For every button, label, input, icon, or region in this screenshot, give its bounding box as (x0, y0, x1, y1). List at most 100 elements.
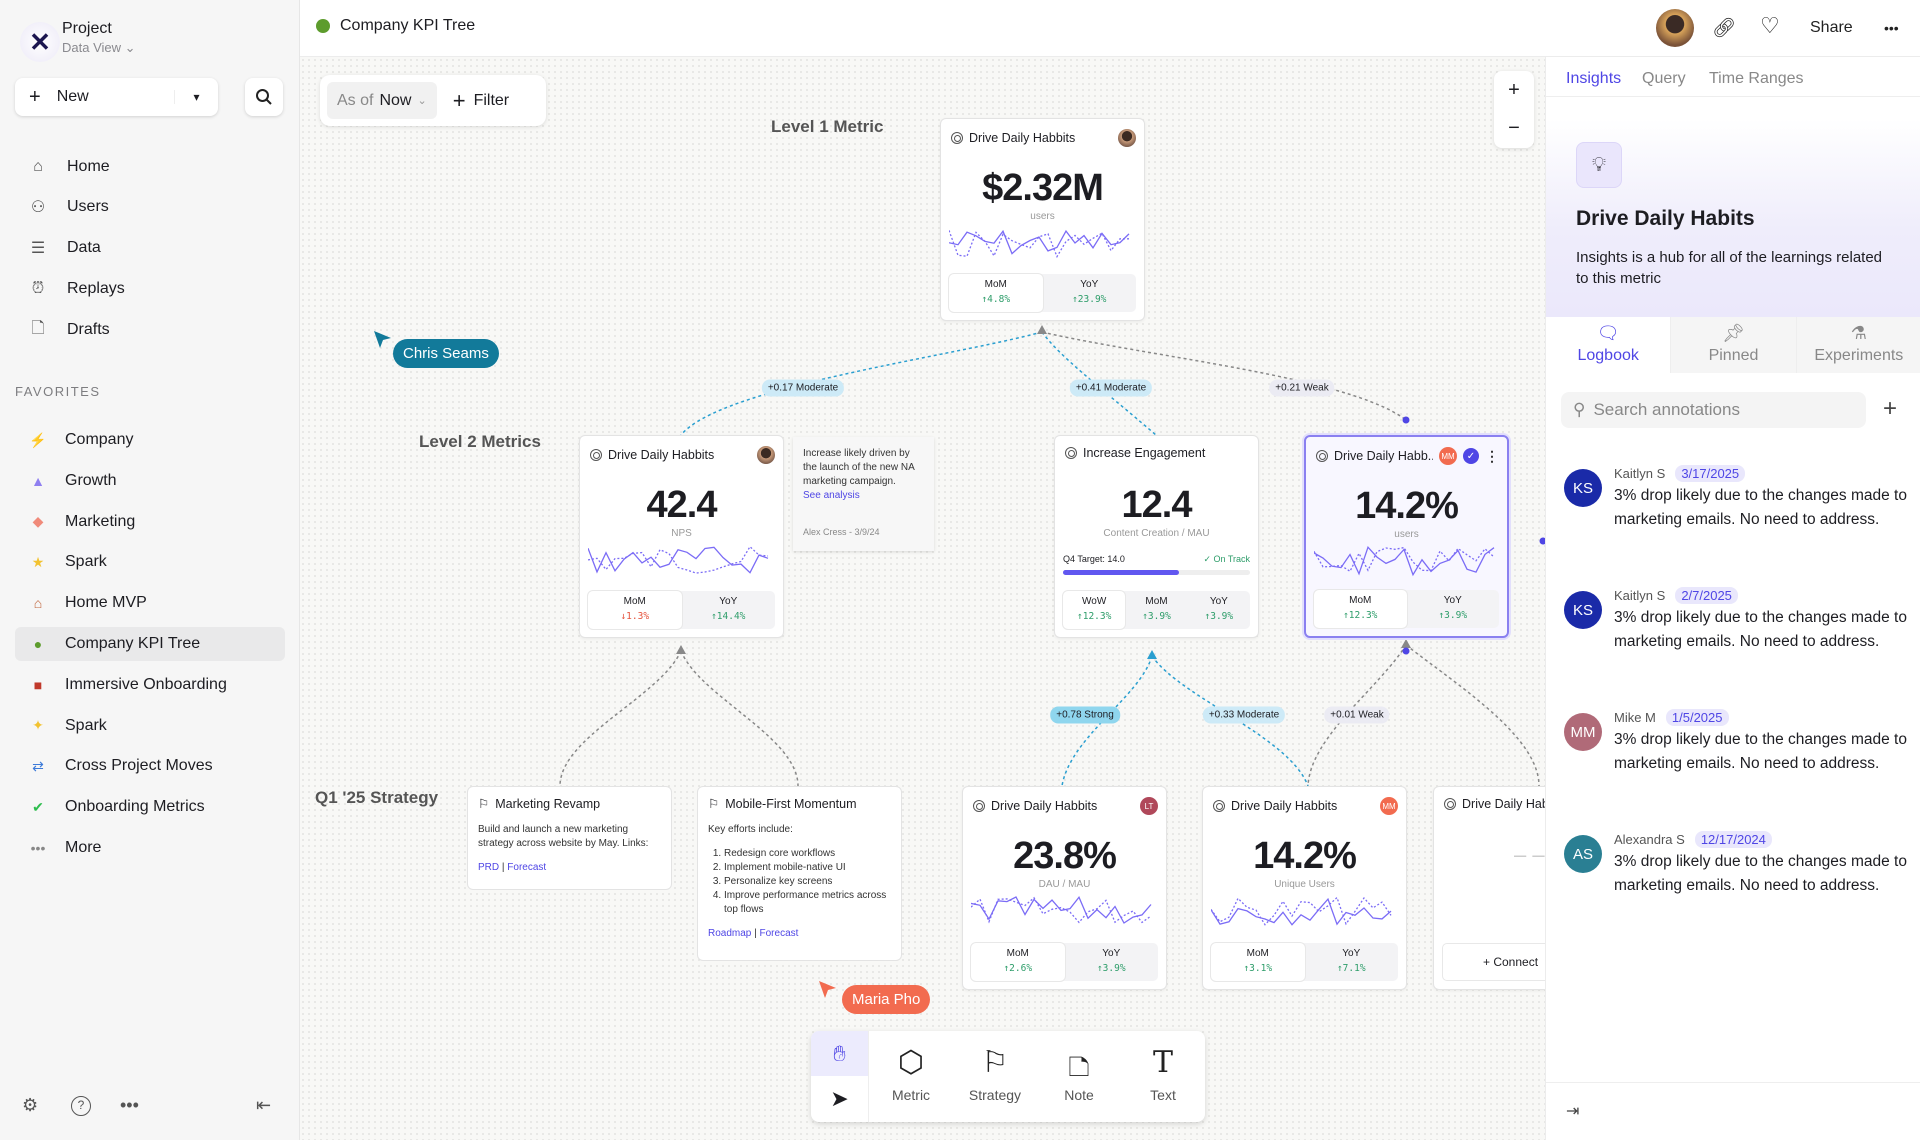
as-of-label: As of (337, 91, 374, 109)
flag-icon: ⚐ (981, 1046, 1009, 1079)
sparkline (588, 545, 769, 574)
chevron-down-icon[interactable]: ▾ (174, 90, 218, 104)
forecast-link[interactable]: Forecast (759, 928, 799, 939)
strategy-tool[interactable]: ⚐ Strategy (953, 1031, 1037, 1122)
search-placeholder: Search annotations (1593, 400, 1740, 419)
connection-handle[interactable] (1539, 537, 1546, 545)
sidebar-item-drafts[interactable]: 🗋︎ Drafts (15, 313, 285, 347)
correlation-label[interactable]: +0.17 Moderate (761, 379, 845, 397)
connection-handle[interactable] (1402, 647, 1410, 655)
tab-insights[interactable]: Insights (1566, 70, 1622, 101)
annotation-item[interactable]: KS Kaitlyn S 3/17/2025 3% drop likely due t… (1564, 465, 1909, 532)
sidebar-item-data[interactable]: ☰ Data (15, 231, 285, 265)
metric-card[interactable]: Drive Daily Habb.. MM ✓ ⋮ 14.2% users MoM ↑12.3… (1304, 435, 1509, 638)
hand-tool-icon[interactable]: ✋︎ (811, 1031, 868, 1076)
sidebar-item-home[interactable]: ⌂ Home (15, 150, 285, 184)
strategy-card[interactable]: ⚐ Marketing Revamp Build and launch a new… (467, 786, 672, 890)
metric-card[interactable]: Increase Engagement 12.4 Content Creation … (1054, 435, 1259, 638)
filter-button[interactable]: + Filter (453, 88, 509, 114)
sidebar-favorite-spark[interactable]: ✦ Spark (15, 709, 285, 743)
settings-icon[interactable]: ⚙ (22, 1095, 39, 1115)
connection-handle[interactable] (1402, 416, 1410, 424)
zoom-controls: + − (1494, 71, 1534, 148)
sidebar-favorite-company[interactable]: ⚡ Company (15, 423, 285, 457)
metric-card-partial[interactable]: Drive Daily Hab – – + Connect (1433, 786, 1545, 990)
zoom-out-button[interactable]: − (1508, 117, 1520, 139)
tab-logbook[interactable]: 🗨︎ Logbook (1546, 317, 1671, 373)
metric-card[interactable]: Drive Daily Habbits 42.4 NPS MoM ↓1.3% YoY ↑14… (579, 435, 784, 638)
sidebar-favorite-more[interactable]: ••• More (15, 831, 285, 865)
expand-panel-icon[interactable]: ⇥ (1566, 1103, 1580, 1120)
note-tool[interactable]: 🗅︎ Note (1037, 1031, 1121, 1122)
search-annotations-input[interactable]: ⚲ Search annotations (1561, 392, 1866, 428)
annotation-item[interactable]: AS Alexandra S 12/17/2024 3% drop likely du… (1564, 831, 1909, 898)
sidebar-favorite-marketing[interactable]: ◆ Marketing (15, 505, 285, 539)
page-title: Company KPI Tree (316, 17, 475, 35)
see-analysis-link[interactable]: See analysis (803, 490, 860, 501)
strategy-list: Redesign core workflows Implement mobile… (724, 847, 891, 917)
metric-tool[interactable]: ⬡ Metric (869, 1031, 953, 1122)
tool-label: Strategy (968, 1087, 1022, 1103)
sidebar-favorite-company-kpi-tree[interactable]: ● Company KPI Tree (15, 627, 285, 661)
view-name: Data View (62, 40, 122, 55)
pointer-tool-icon[interactable]: ➤︎ (830, 1085, 849, 1111)
as-of-select[interactable]: As of Now ⌄ (327, 82, 437, 119)
more-icon[interactable]: ••• (1884, 20, 1899, 36)
annotation-text: 3% drop likely due to the changes made t… (1614, 731, 1907, 772)
user-avatar[interactable] (1656, 9, 1694, 47)
search-button[interactable] (245, 78, 283, 116)
prd-link[interactable]: PRD (478, 862, 500, 873)
insights-panel: Insights Query Time Ranges 💡︎ Drive Dail… (1545, 57, 1920, 1140)
help-icon[interactable]: ? (71, 1096, 91, 1116)
annotation-date: 1/5/2025 (1665, 709, 1729, 726)
sidebar-item-users[interactable]: ⚇ Users (15, 190, 285, 224)
sidebar-favorite-growth[interactable]: ▲ Growth (15, 464, 285, 498)
kpi-tree-canvas[interactable]: As of Now ⌄ + Filter + − Level 1 Metric Leve… (300, 57, 1545, 1140)
sparkline-comparison (588, 545, 769, 574)
metric-card[interactable]: Drive Daily Habbits $2.32M users MoM ↑4.8% Yo… (940, 118, 1145, 321)
metric-card[interactable]: Drive Daily Habbits MM 14.2% Unique Users Mo… (1202, 786, 1407, 990)
correlation-label[interactable]: +0.21 Weak (1269, 379, 1335, 397)
correlation-label[interactable]: +0.41 Moderate (1069, 379, 1153, 397)
more-icon[interactable]: ••• (120, 1095, 139, 1115)
add-annotation-button[interactable]: + (1883, 395, 1898, 422)
new-button[interactable]: + New ▾ (15, 78, 218, 116)
project-switcher[interactable]: Project Data View ⌄ (62, 20, 136, 56)
forecast-link[interactable]: Forecast (507, 862, 547, 873)
tab-label: Experiments (1814, 347, 1904, 364)
tab-pinned[interactable]: 📌︎ Pinned (1670, 317, 1796, 373)
metric-card-header: Increase Engagement (1065, 446, 1250, 460)
new-label: New (56, 88, 89, 105)
sidebar-favorite-onboarding-metrics[interactable]: ✔ Onboarding Metrics (15, 790, 285, 824)
heart-icon[interactable]: ♡ (1760, 13, 1780, 38)
sidebar-favorite-home-mvp[interactable]: ⌂ Home MVP (15, 586, 285, 620)
share-button[interactable]: Share (1810, 19, 1853, 36)
tab-time-ranges[interactable]: Time Ranges (1709, 70, 1804, 87)
correlation-label[interactable]: +0.01 Weak (1324, 706, 1390, 724)
link-icon[interactable]: 🔗︎ (1712, 18, 1737, 39)
metric-card[interactable]: Drive Daily Habbits LT 23.8% DAU / MAU MoM ↑2… (962, 786, 1167, 990)
strategy-card[interactable]: ⚐ Mobile-First Momentum Key efforts inclu… (697, 786, 902, 961)
tree-icon: ● (33, 636, 43, 652)
sidebar-favorite-cross-project-moves[interactable]: ⇄ Cross Project Moves (15, 749, 285, 783)
annotation-item[interactable]: KS Kaitlyn S 2/7/2025 3% drop likely due to… (1564, 587, 1909, 654)
correlation-label[interactable]: +0.33 Moderate (1202, 706, 1286, 724)
tab-experiments[interactable]: ⚗︎ Experiments (1795, 317, 1920, 373)
collapse-sidebar-icon[interactable]: ⇤ (256, 1095, 272, 1115)
correlation-label[interactable]: +0.78 Strong (1050, 706, 1120, 724)
insights-subtabs: 🗨︎ Logbook 📌︎ Pinned ⚗︎ Experiments (1546, 317, 1920, 373)
list-item: Implement mobile-native UI (724, 861, 891, 875)
project-logo[interactable]: ✕ (20, 22, 60, 62)
kebab-menu-icon[interactable]: ⋮ (1485, 447, 1499, 464)
annotation-item[interactable]: MM Mike M 1/5/2025 3% drop likely due to th… (1564, 709, 1909, 776)
connect-button[interactable]: + Connect (1442, 943, 1545, 981)
roadmap-link[interactable]: Roadmap (708, 928, 752, 939)
note-card[interactable]: Increase likely driven by the launch of … (793, 437, 934, 551)
sidebar-favorite-spark[interactable]: ★ Spark (15, 545, 285, 579)
sidebar-item-replays[interactable]: ⏰︎ Replays (15, 272, 285, 306)
zoom-in-button[interactable]: + (1508, 79, 1520, 101)
sidebar-favorite-immersive-onboarding[interactable]: ■ Immersive Onboarding (15, 668, 285, 702)
sidebar-item-label: Company KPI Tree (65, 635, 201, 652)
text-tool[interactable]: T Text (1121, 1031, 1205, 1122)
tab-query[interactable]: Query (1642, 70, 1686, 87)
